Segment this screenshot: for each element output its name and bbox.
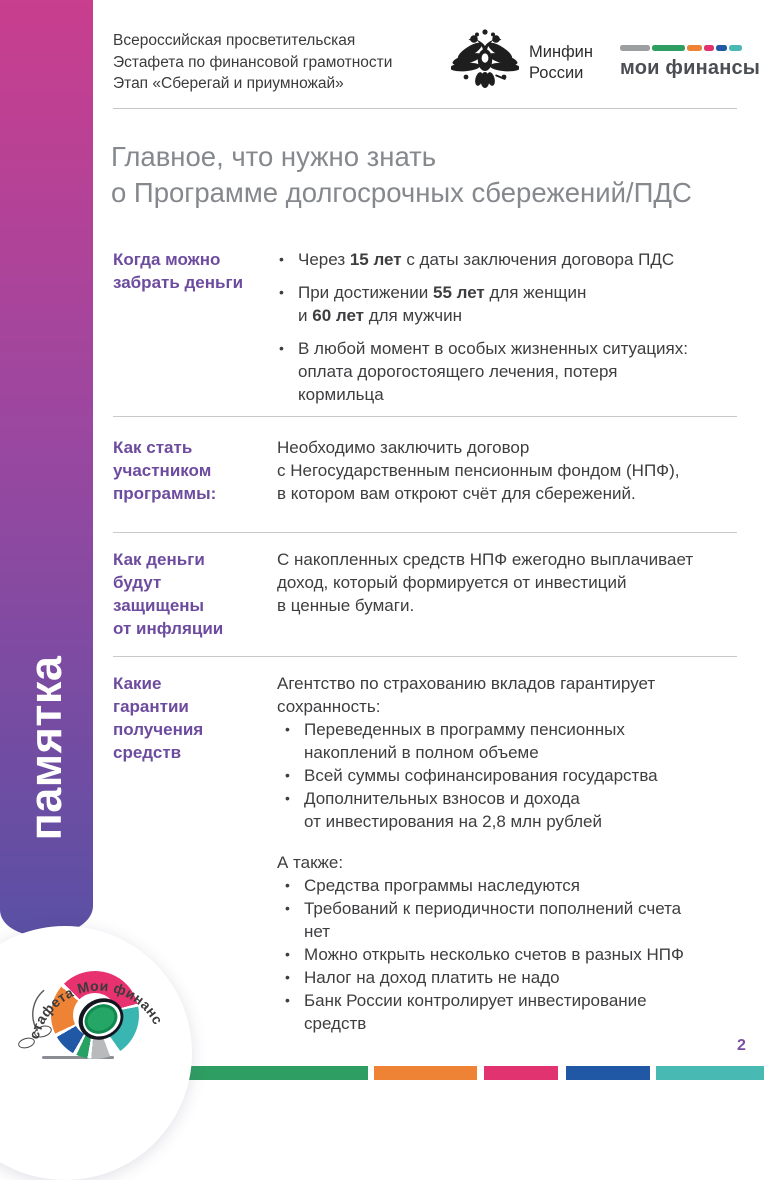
bullet-dot: • bbox=[285, 767, 290, 783]
section-body: С накопленных средств НПФ ежегодно выпла… bbox=[277, 548, 743, 640]
bullet-text: Переведенных в программу пенсионных нако… bbox=[304, 720, 625, 762]
bullet-item: • Через 15 лет с даты заключения договора… bbox=[277, 248, 743, 271]
bullet-item: • Переведенных в программу пенсионных нак… bbox=[283, 718, 743, 764]
section-divider bbox=[113, 416, 737, 417]
program-line: Эстафета по финансовой грамотности bbox=[113, 53, 393, 71]
bullet-text: При достижении 55 лет для женщин и 60 ле… bbox=[298, 283, 587, 325]
bullet-item: • Средства программы наследуются bbox=[283, 874, 743, 897]
myfinances-bar-segment bbox=[716, 45, 727, 51]
bullet-text: Налог на доход платить не надо bbox=[304, 968, 560, 987]
page-number: 2 bbox=[737, 1037, 746, 1054]
estafeta-badge: Эстафета Мои финансы bbox=[0, 926, 192, 1180]
bullet-list: • Переведенных в программу пенсионных нак… bbox=[283, 718, 743, 833]
bullet-dot: • bbox=[285, 900, 290, 916]
minfin-label-line: России bbox=[529, 64, 584, 82]
logo-underline bbox=[42, 1056, 114, 1059]
program-line: Всероссийская просветительская bbox=[113, 32, 356, 49]
myfinances-bar-icon bbox=[620, 45, 742, 51]
section-guarantees: Какие гарантии получения средств Агентств… bbox=[113, 672, 743, 1035]
header-divider bbox=[113, 108, 737, 109]
section-when-withdraw: Когда можно забрать деньги • Через 15 лет … bbox=[113, 248, 743, 406]
document-page: { "bullet_glyph": "•", "sidebar": { "lab… bbox=[0, 0, 764, 1080]
bullet-dot: • bbox=[279, 340, 284, 356]
logo-arc-text: Эстафета Мои финансы bbox=[7, 927, 167, 1044]
minfin-label-line: Минфин bbox=[529, 43, 593, 61]
bullet-text: Можно открыть несколько счетов в разных … bbox=[304, 945, 684, 964]
bullet-item: • Можно открыть несколько счетов в разных… bbox=[283, 943, 743, 966]
bullet-dot: • bbox=[279, 284, 284, 300]
section-divider bbox=[113, 532, 737, 533]
section-paragraph: Агентство по страхованию вкладов гаранти… bbox=[277, 674, 656, 716]
section-heading: Как стать участником программы: bbox=[113, 438, 217, 503]
myfinances-bar-segment bbox=[652, 45, 685, 51]
myfinances-bar-segment bbox=[704, 45, 714, 51]
bullet-list: • Через 15 лет с даты заключения договора… bbox=[277, 248, 743, 406]
bullet-dot: • bbox=[285, 969, 290, 985]
bullet-text: Через 15 лет с даты заключения договора … bbox=[298, 250, 675, 269]
myfinances-bar-segment bbox=[620, 45, 650, 51]
page-title-line: о Программе долгосрочных сбережений/ПДС bbox=[111, 177, 692, 208]
bullet-text: Всей суммы софинансирования государства bbox=[304, 766, 658, 785]
section-body: Агентство по страхованию вкладов гаранти… bbox=[277, 672, 743, 1035]
section-paragraph: С накопленных средств НПФ ежегодно выпла… bbox=[277, 550, 694, 615]
footer-bar bbox=[374, 1066, 477, 1080]
bullet-item: • При достижении 55 лет для женщин и 60 л… bbox=[277, 281, 743, 327]
footer-bar bbox=[566, 1066, 650, 1080]
bullet-item: • Требований к периодичности пополнений с… bbox=[283, 897, 743, 943]
bullet-item: • Банк России контролирует инвестирование… bbox=[283, 989, 743, 1035]
myfinances-bar-segment bbox=[687, 45, 702, 51]
bullet-dot: • bbox=[285, 790, 290, 806]
donut-chart-logo-icon bbox=[51, 971, 139, 1059]
program-header: Всероссийская просветительская Эстафета … bbox=[113, 30, 392, 95]
bullet-dot: • bbox=[285, 992, 290, 1008]
minfin-label: Минфин России bbox=[529, 42, 593, 84]
bullet-text: Банк России контролирует инвестирование … bbox=[304, 991, 647, 1033]
footer-bar bbox=[172, 1066, 368, 1080]
bullet-text: Требований к периодичности пополнений сч… bbox=[304, 899, 682, 941]
bullet-text: Дополнительных взносов и дохода от инвес… bbox=[304, 789, 603, 831]
section-how-to-join: Как стать участником программы: Необходим… bbox=[113, 436, 743, 505]
section-heading: Как деньги будут защищены от инфляции bbox=[113, 550, 224, 638]
section-heading: Какие гарантии получения средств bbox=[113, 674, 204, 762]
footer-bar bbox=[656, 1066, 764, 1080]
section-divider bbox=[113, 656, 737, 657]
bullet-text: Средства программы наследуются bbox=[304, 876, 581, 895]
section-body: • Через 15 лет с даты заключения договора… bbox=[277, 248, 743, 406]
double-headed-eagle-icon bbox=[451, 29, 519, 88]
logo-arc-label: Эстафета Мои финансы bbox=[7, 927, 167, 1044]
footer-bar bbox=[484, 1066, 558, 1080]
bullet-dot: • bbox=[279, 251, 284, 267]
bullet-dot: • bbox=[285, 946, 290, 962]
section-paragraph: Необходимо заключить договор с Негосудар… bbox=[277, 438, 680, 503]
bullet-item: • Налог на доход платить не надо bbox=[283, 966, 743, 989]
bullet-item: • Всей суммы софинансирования государства bbox=[283, 764, 743, 787]
program-line: Этап «Сберегай и приумножай» bbox=[113, 75, 344, 92]
bullet-list: • Средства программы наследуются • Требован… bbox=[283, 874, 743, 1035]
bullet-item: • В любой момент в особых жизненных ситуа… bbox=[277, 337, 743, 406]
myfinances-bar-segment bbox=[729, 45, 742, 51]
sidebar-vertical-label: памятка bbox=[20, 655, 71, 841]
section-body: Необходимо заключить договор с Негосудар… bbox=[277, 436, 743, 505]
bullet-dot: • bbox=[285, 877, 290, 893]
page-title: Главное, что нужно знать о Программе дол… bbox=[111, 139, 692, 211]
bullet-text: В любой момент в особых жизненных ситуац… bbox=[298, 339, 688, 404]
section-paragraph: А также: bbox=[277, 853, 344, 872]
sidebar-ribbon: памятка bbox=[0, 0, 93, 936]
bullet-item: • Дополнительных взносов и дохода от инве… bbox=[283, 787, 743, 833]
page-title-line: Главное, что нужно знать bbox=[111, 141, 437, 172]
section-inflation-protection: Как деньги будут защищены от инфляции С н… bbox=[113, 548, 743, 640]
bullet-dot: • bbox=[285, 721, 290, 737]
section-heading: Когда можно забрать деньги bbox=[113, 250, 244, 292]
myfinances-logo: мои финансы bbox=[620, 45, 761, 80]
myfinances-label: мои финансы bbox=[620, 56, 761, 79]
